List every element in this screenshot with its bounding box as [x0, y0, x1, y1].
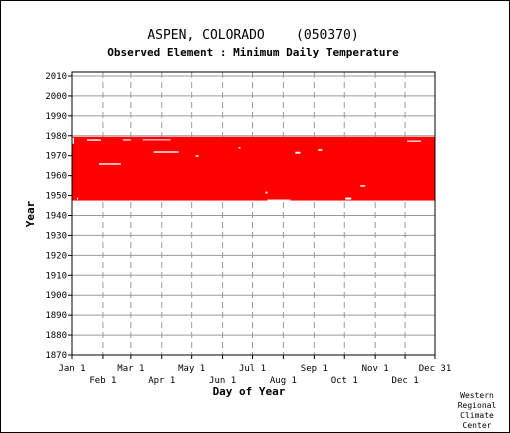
- x-tick-label: Jan 1: [58, 364, 85, 374]
- y-tick-label: 1980: [45, 132, 67, 142]
- missing-data-gap: [238, 147, 241, 149]
- x-tick-label: Apr 1: [148, 376, 175, 386]
- missing-data-gap: [122, 139, 131, 141]
- missing-data-gap: [267, 199, 291, 201]
- credit-line: Western: [460, 391, 494, 400]
- missing-data-gap: [72, 137, 74, 144]
- x-tick-label: Sep 1: [301, 364, 328, 374]
- chart-subtitle: Observed Element : Minimum Daily Tempera…: [107, 46, 399, 59]
- plot-area-border: [71, 71, 436, 356]
- missing-data-gap: [153, 151, 179, 153]
- missing-data-gap: [295, 151, 301, 154]
- missing-data-gap: [407, 140, 422, 142]
- missing-data-gap: [98, 163, 121, 165]
- credit-line: Regional: [458, 401, 497, 410]
- x-tick-label: Oct 1: [331, 376, 358, 386]
- x-tick-label: Jun 1: [209, 376, 236, 386]
- missing-data-gap: [76, 197, 78, 200]
- data-coverage-band: [72, 136, 435, 201]
- y-tick-label: 2010: [45, 72, 67, 82]
- data-layer: [72, 136, 435, 201]
- y-tick-label: 1960: [45, 172, 67, 182]
- y-tick-label: 1880: [45, 331, 67, 341]
- x-tick-label: Aug 1: [270, 376, 297, 386]
- x-tick-label: May 1: [178, 364, 205, 374]
- x-tick-label: Dec 31: [419, 364, 452, 374]
- x-tick-label: Mar 1: [117, 364, 144, 374]
- y-tick-label: 2000: [45, 92, 67, 102]
- missing-data-gap: [86, 139, 101, 141]
- x-axis-label: Day of Year: [213, 385, 286, 398]
- y-tick-label: 1990: [45, 112, 67, 122]
- missing-data-gap: [195, 155, 199, 157]
- chart-title: ASPEN, COLORADO (050370): [147, 28, 358, 43]
- x-tick-label: Jul 1: [239, 364, 266, 374]
- y-tick-label: 1950: [45, 192, 67, 202]
- axis-ticks: 1870 1880 1890 1900 1910 1920 1930 1940 1950 1960…: [45, 72, 451, 386]
- grid-lines: [72, 72, 435, 356]
- x-tick-label: Dec 1: [392, 376, 419, 386]
- missing-data-gap: [265, 191, 268, 194]
- x-tick-label: Nov 1: [362, 364, 389, 374]
- y-axis-label: Year: [24, 200, 37, 227]
- y-tick-label: 1970: [45, 152, 67, 162]
- x-tick-label: Feb 1: [89, 376, 116, 386]
- missing-data-gap: [142, 139, 171, 141]
- missing-data-gap: [318, 149, 323, 151]
- y-tick-label: 1930: [45, 231, 67, 241]
- y-tick-label: 1900: [45, 291, 67, 301]
- credit-line: Climate: [460, 411, 494, 420]
- y-tick-label: 1910: [45, 271, 67, 281]
- y-tick-label: 1890: [45, 311, 67, 321]
- y-tick-label: 1920: [45, 251, 67, 261]
- y-tick-label: 1870: [45, 351, 67, 361]
- y-tick-label: 1940: [45, 211, 67, 221]
- credit-line: Center: [463, 421, 492, 430]
- missing-data-gap: [360, 185, 366, 187]
- missing-data-gap: [345, 197, 352, 200]
